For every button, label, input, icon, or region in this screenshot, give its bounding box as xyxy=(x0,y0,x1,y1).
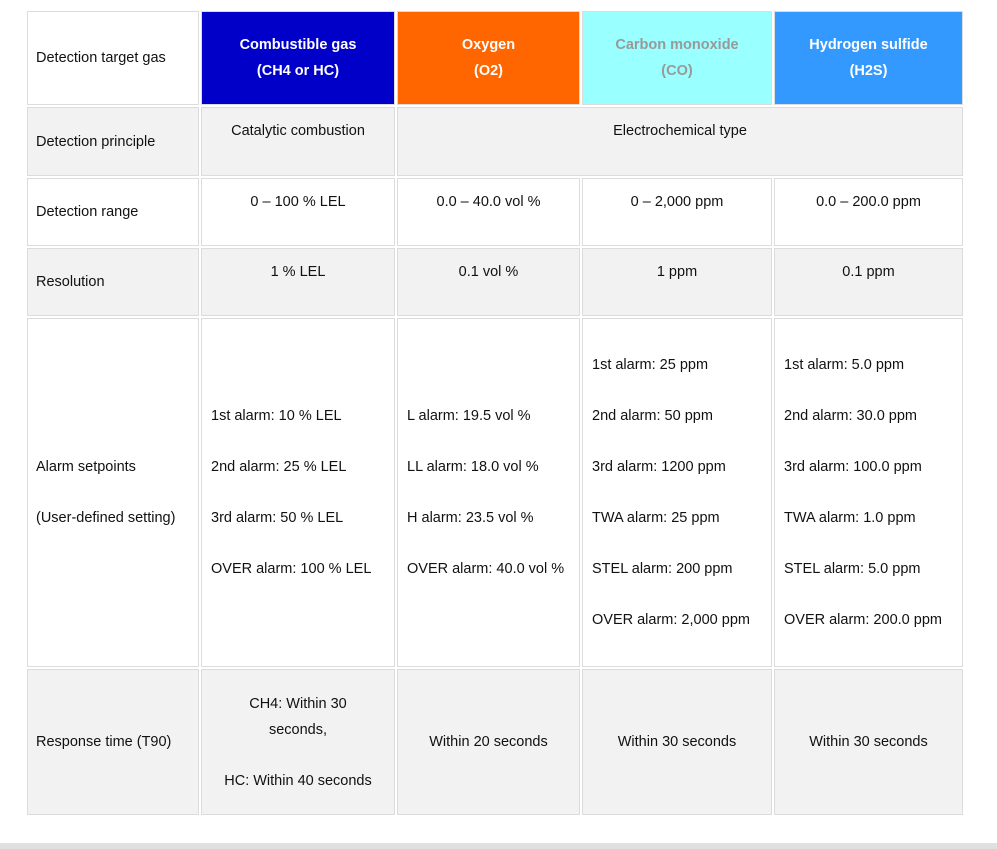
row-label: Response time (T90) xyxy=(27,669,199,815)
alarm-row: Alarm setpoints (User-defined setting) 1s… xyxy=(27,318,963,667)
cell: Within 20 seconds xyxy=(397,669,580,815)
gas-header-combustible: Combustible gas (CH4 or HC) xyxy=(201,11,395,105)
cell: 1 ppm xyxy=(582,248,772,316)
row-label: Resolution xyxy=(27,248,199,316)
cell: L alarm: 19.5 vol % LL alarm: 18.0 vol % H… xyxy=(397,318,580,667)
row-label: Detection target gas xyxy=(27,11,199,105)
principle-row: Detection principle Catalytic combustion… xyxy=(27,107,963,176)
range-row: Detection range 0 – 100 % LEL 0.0 – 40.0… xyxy=(27,178,963,246)
response-row: Response time (T90) CH4: Within 30 secon… xyxy=(27,669,963,815)
gas-spec-table: Detection target gas Combustible gas (CH4… xyxy=(25,9,965,817)
cell: 1st alarm: 25 ppm 2nd alarm: 50 ppm 3rd al… xyxy=(582,318,772,667)
row-label: Alarm setpoints (User-defined setting) xyxy=(27,318,199,667)
cell: Within 30 seconds xyxy=(582,669,772,815)
gas-header-h2s: Hydrogen sulfide (H2S) xyxy=(774,11,963,105)
cell: 0 – 100 % LEL xyxy=(201,178,395,246)
gas-header-co: Carbon monoxide (CO) xyxy=(582,11,772,105)
cell: 0.1 vol % xyxy=(397,248,580,316)
cell: 0.0 – 200.0 ppm xyxy=(774,178,963,246)
row-label: Detection principle xyxy=(27,107,199,176)
cell: 0.1 ppm xyxy=(774,248,963,316)
footer-divider xyxy=(0,843,997,849)
cell: Within 30 seconds xyxy=(774,669,963,815)
cell: 0 – 2,000 ppm xyxy=(582,178,772,246)
header-row: Detection target gas Combustible gas (CH4… xyxy=(27,11,963,105)
resolution-row: Resolution 1 % LEL 0.1 vol % 1 ppm 0.1 p… xyxy=(27,248,963,316)
cell: Catalytic combustion xyxy=(201,107,395,176)
cell: 0.0 – 40.0 vol % xyxy=(397,178,580,246)
cell: 1st alarm: 5.0 ppm 2nd alarm: 30.0 ppm 3rd… xyxy=(774,318,963,667)
cell: CH4: Within 30 seconds, HC: Within 40 sec… xyxy=(201,669,395,815)
gas-header-oxygen: Oxygen (O2) xyxy=(397,11,580,105)
row-label: Detection range xyxy=(27,178,199,246)
cell: 1st alarm: 10 % LEL 2nd alarm: 25 % LEL 3r… xyxy=(201,318,395,667)
cell: Electrochemical type xyxy=(397,107,963,176)
cell: 1 % LEL xyxy=(201,248,395,316)
